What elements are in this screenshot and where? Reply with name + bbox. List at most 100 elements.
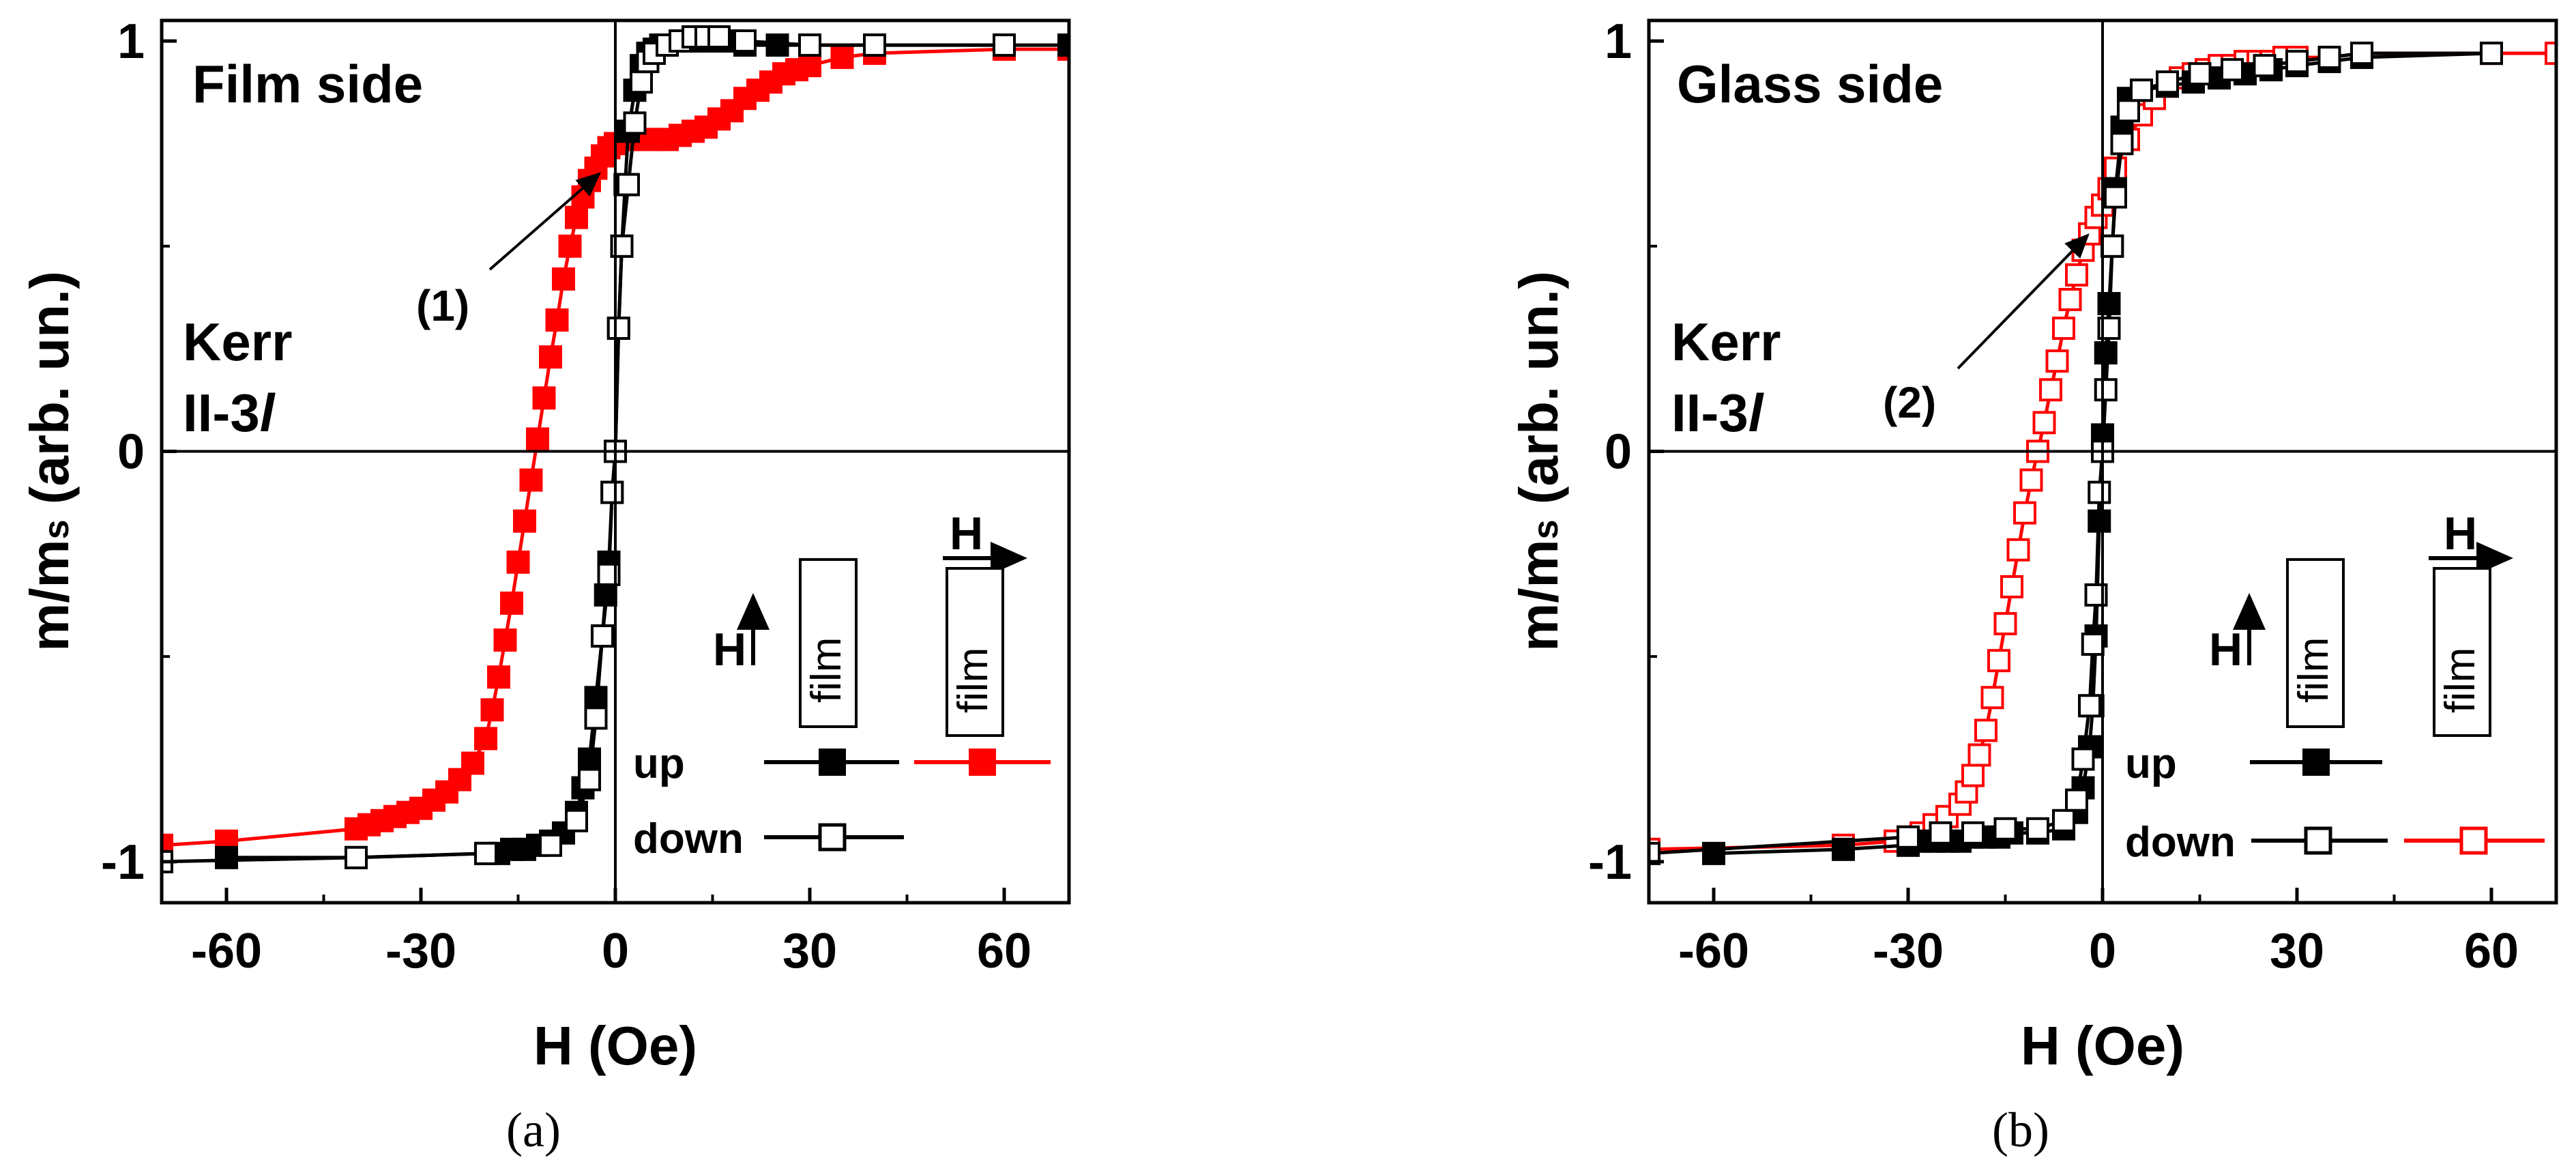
data-point-a-2-22 xyxy=(539,345,562,369)
legend-up-b: up xyxy=(2125,740,2177,787)
y-tick-label-b-0: -1 xyxy=(1588,835,1632,890)
data-point-b-1-14 xyxy=(2094,378,2118,402)
data-point-b-2-16 xyxy=(2006,538,2030,562)
data-point-a-2-14 xyxy=(487,665,510,689)
film-label-par-a: film xyxy=(950,648,997,713)
x-axis-label-b: H (Oe) xyxy=(2021,1015,2184,1076)
data-point-a-2-48 xyxy=(830,46,854,70)
panel-caption-b: (b) xyxy=(1992,1103,2049,1157)
data-point-b-2-49 xyxy=(2545,42,2556,66)
data-point-b-1-28 xyxy=(2480,42,2503,66)
x-tick-label-b-2: 0 xyxy=(2089,924,2116,978)
data-point-b-1-24 xyxy=(2253,54,2277,78)
plot-area-a xyxy=(162,25,1069,873)
data-point-a-2-23 xyxy=(545,308,569,332)
series-line-a-1 xyxy=(162,35,1004,864)
data-point-a-2-19 xyxy=(519,468,543,492)
legend-marker-down-black-a xyxy=(818,823,847,852)
chart-panel-a: -60 -30 0 30 60 -1 0 1 Film side Kerr II-3l (1)… xyxy=(19,14,1071,1157)
x-tick-label-b-1: -30 xyxy=(1873,924,1944,978)
x-tick-label-b-0: -60 xyxy=(1678,924,1749,978)
data-point-a-1-3 xyxy=(539,833,562,857)
series-line-a-0 xyxy=(226,39,1069,860)
x-axis-label-a: H (Oe) xyxy=(533,1015,697,1076)
data-point-a-2-18 xyxy=(513,509,536,533)
data-point-b-2-12 xyxy=(1980,686,2004,710)
y-tick-label-b-2: 1 xyxy=(1605,14,1632,69)
data-point-b-1-10 xyxy=(2081,633,2105,656)
data-point-b-2-20 xyxy=(2032,411,2056,435)
series-a-2 xyxy=(162,38,1069,857)
film-box-par-a xyxy=(946,567,1004,737)
legend-marker-down-red-b xyxy=(2459,826,2488,855)
plot-area-b xyxy=(1649,42,2556,865)
data-point-b-1-7 xyxy=(2065,788,2088,812)
data-point-a-2-20 xyxy=(526,427,549,451)
film-label-perp-a: film xyxy=(803,637,850,703)
film-box-par-b xyxy=(2433,567,2491,737)
data-point-a-1-26 xyxy=(993,33,1016,57)
data-point-b-2-22 xyxy=(2045,349,2069,373)
data-point-b-2-15 xyxy=(2000,575,2023,598)
data-point-a-0-38 xyxy=(1057,33,1069,57)
x-tick-label-a-2: 0 xyxy=(602,924,629,978)
data-point-b-2-18 xyxy=(2019,468,2043,492)
data-point-a-1-14 xyxy=(623,111,647,135)
axes-b xyxy=(1649,20,2556,903)
data-point-a-1-4 xyxy=(565,809,588,832)
data-point-a-2-24 xyxy=(552,267,575,291)
kerr-label-b: Kerr xyxy=(1671,312,1781,372)
data-point-b-2-11 xyxy=(1974,718,1997,742)
data-point-b-2-24 xyxy=(2058,287,2082,311)
y-tick-label-a-2: 1 xyxy=(117,14,145,69)
data-point-b-1-12 xyxy=(2088,480,2111,504)
data-point-b-1-2 xyxy=(1929,821,1952,845)
field-symbol-perp-b: H xyxy=(2209,624,2242,676)
data-point-b-2-9 xyxy=(1961,764,1985,787)
data-point-a-1-15 xyxy=(630,70,653,94)
data-point-b-1-21 xyxy=(2156,70,2179,94)
x-tick-label-a-3: 30 xyxy=(782,924,837,978)
data-point-b-1-9 xyxy=(2078,694,2101,718)
panel-title-b: Glass side xyxy=(1677,54,1943,114)
kerr-label-a: Kerr xyxy=(183,312,292,372)
field-symbol-par-a: H xyxy=(950,508,983,560)
data-point-a-1-11 xyxy=(606,317,630,340)
config-label-a: II-3l xyxy=(183,383,276,443)
data-point-b-2-8 xyxy=(1955,780,1978,804)
data-point-b-2-23 xyxy=(2052,317,2075,340)
data-point-b-1-27 xyxy=(2350,42,2373,66)
tick-labels-b: -60 -30 0 30 60 -1 0 1 xyxy=(1588,14,2519,978)
annotation-arrow-b xyxy=(1957,233,2090,370)
data-point-a-2-26 xyxy=(565,205,588,229)
data-point-b-1-0 xyxy=(1649,841,1660,865)
x-tick-label-a-4: 60 xyxy=(977,924,1031,978)
data-point-a-1-7 xyxy=(591,624,614,648)
film-label-par-b: film xyxy=(2437,648,2484,713)
data-point-a-2-15 xyxy=(493,628,517,652)
data-point-b-1-6 xyxy=(2052,809,2075,832)
data-point-b-1-8 xyxy=(2071,747,2095,771)
panel-title-a: Film side xyxy=(192,54,423,114)
data-point-a-1-22 xyxy=(707,25,731,49)
data-point-a-2-21 xyxy=(532,386,556,410)
data-point-b-1-16 xyxy=(2101,234,2124,258)
axes-a xyxy=(162,20,1069,903)
legend-marker-down-black-b xyxy=(2304,826,2332,855)
annotation-label-a: (1) xyxy=(416,281,469,330)
x-tick-label-a-0: -60 xyxy=(191,924,262,978)
legend-marker-up-black-a xyxy=(819,749,846,776)
panel-caption-a: (a) xyxy=(506,1103,561,1157)
film-box-perp-a xyxy=(799,558,858,728)
x-tick-label-b-3: 30 xyxy=(2270,924,2324,978)
data-point-a-1-6 xyxy=(584,706,608,730)
data-point-a-1-2 xyxy=(474,841,497,865)
annotation-arrow-a xyxy=(488,172,602,271)
data-point-b-1-26 xyxy=(2317,46,2341,70)
film-box-perp-b xyxy=(2286,558,2345,728)
data-point-b-2-10 xyxy=(1967,743,1991,767)
y-tick-label-a-0: -1 xyxy=(101,835,145,890)
data-point-b-1-17 xyxy=(2104,185,2127,209)
y-tick-label-a-1: 0 xyxy=(117,424,145,479)
